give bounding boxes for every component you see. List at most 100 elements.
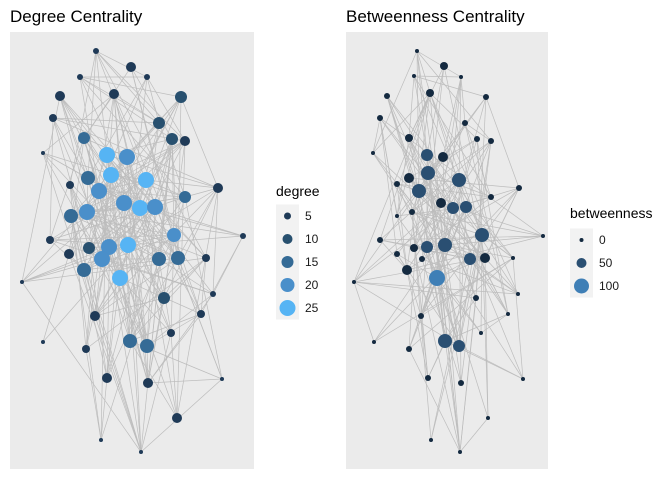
network-edge (469, 258, 509, 315)
network-node (158, 292, 170, 304)
network-node (77, 263, 91, 277)
network-edge (127, 76, 148, 246)
network-node (405, 134, 413, 142)
network-edge (52, 117, 160, 124)
network-node (41, 151, 45, 155)
network-node (140, 339, 154, 353)
network-edge (42, 93, 115, 154)
network-node (82, 345, 90, 353)
network-edge (485, 96, 520, 189)
network-edge (416, 50, 492, 142)
network-edge (163, 140, 186, 299)
network-edge (145, 179, 219, 189)
network-edge (100, 377, 108, 441)
network-edge (465, 206, 514, 259)
network-node (377, 237, 383, 243)
network-node (101, 239, 117, 255)
network-edge (427, 172, 460, 347)
betweenness-legend-key (574, 278, 589, 294)
network-node (79, 204, 95, 220)
network-node (49, 114, 57, 122)
degree-legend-label: 5 (305, 209, 312, 223)
network-edge (52, 117, 148, 347)
network-node (473, 295, 479, 301)
network-edge (416, 50, 460, 347)
network-edge (94, 315, 142, 453)
network-node (153, 117, 165, 129)
degree-legend-label: 10 (305, 232, 319, 246)
network-edge (129, 313, 202, 342)
network-edge (429, 92, 483, 236)
network-edge (436, 257, 486, 279)
network-node (438, 238, 452, 252)
network-node (419, 256, 425, 262)
network-edge (396, 183, 524, 380)
network-edge (119, 277, 149, 384)
network-edge (95, 50, 160, 124)
network-edge (176, 187, 219, 419)
network-edge (79, 76, 100, 192)
degree-legend-key (282, 234, 293, 244)
network-edge (139, 207, 178, 419)
network-edge (408, 190, 420, 350)
network-node (412, 184, 426, 198)
network-edge (42, 152, 89, 179)
network-edge (386, 95, 460, 347)
network-node (116, 195, 132, 211)
network-edge (212, 187, 219, 295)
network-edge (411, 179, 460, 213)
network-node (112, 270, 128, 286)
network-edge (147, 293, 214, 384)
network-node (395, 214, 399, 218)
network-edge (480, 313, 509, 334)
network-node (415, 49, 419, 53)
degree-legend-key (281, 256, 294, 268)
network-edge (86, 211, 207, 259)
network-edge (83, 137, 125, 204)
network-edge (52, 117, 186, 142)
network-edge (464, 122, 492, 142)
network-edge (372, 92, 431, 154)
network-edge (411, 211, 483, 236)
network-edge (163, 187, 219, 299)
network-node (462, 120, 468, 126)
network-edge (184, 196, 223, 380)
network-edge (69, 184, 90, 249)
network-node (220, 377, 224, 381)
network-edge (373, 206, 467, 343)
network-edge (21, 258, 103, 283)
network-edge (139, 207, 160, 260)
network-edge (396, 183, 408, 271)
network-node (410, 244, 418, 252)
network-edge (436, 277, 461, 453)
network-node (418, 313, 424, 319)
network-edge (42, 152, 96, 317)
network-edge (87, 50, 97, 179)
network-edge (98, 190, 131, 342)
network-edge (413, 202, 442, 249)
network-edge (79, 76, 160, 124)
network-node (409, 209, 415, 215)
network-edge (353, 281, 519, 295)
network-edge (429, 92, 461, 453)
network-edge (386, 95, 514, 259)
network-node (352, 280, 356, 284)
network-edge (406, 92, 431, 271)
network-edge (484, 257, 489, 419)
network-edge (129, 340, 178, 419)
betweenness-centrality-chart: Betweenness Centrality betweenness 0 50 10… (346, 7, 653, 469)
betweenness-legend: betweenness 0 50 100 (570, 205, 653, 298)
network-edge (440, 76, 462, 204)
network-node (475, 228, 489, 242)
network-edge (21, 95, 61, 283)
betweenness-chart-title: Betweenness Centrality (346, 7, 525, 26)
network-edge (353, 202, 442, 283)
network-edge (86, 211, 244, 237)
network-edge (79, 76, 141, 209)
network-edge (353, 281, 477, 299)
network-edge (70, 215, 108, 379)
network-edge (353, 281, 375, 343)
network-edge (123, 202, 172, 334)
network-node (81, 171, 95, 185)
